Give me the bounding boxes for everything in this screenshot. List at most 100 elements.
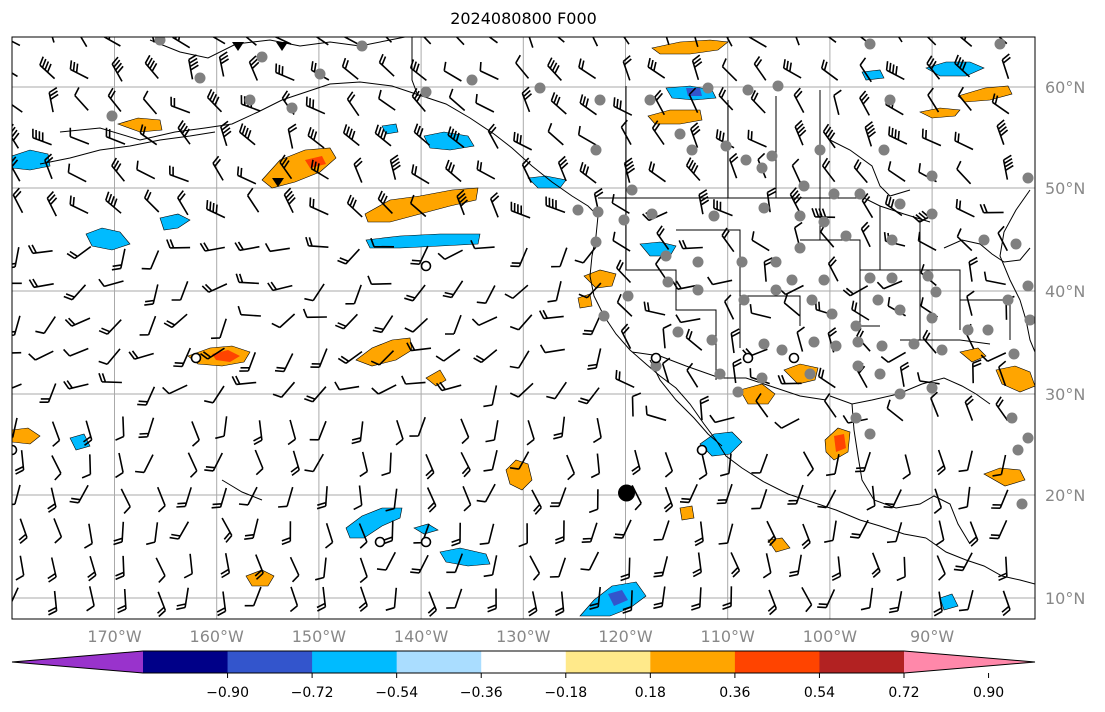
anomaly-area — [12, 427, 41, 445]
wind-barb — [648, 161, 666, 183]
station-dot — [926, 170, 938, 182]
station-dot — [622, 290, 634, 302]
wind-barb — [404, 284, 426, 302]
station-dot — [314, 68, 326, 80]
wind-barb — [211, 37, 226, 45]
coastline-mexico-east — [851, 403, 971, 545]
wind-barb — [547, 122, 564, 146]
latitude-label: 10°N — [1045, 589, 1085, 608]
wind-barb — [529, 555, 541, 581]
wind-barb — [374, 124, 392, 147]
wind-barb — [220, 120, 232, 147]
wind-barb — [958, 590, 974, 612]
border-us-states-1 — [625, 198, 921, 380]
wind-barb — [235, 273, 259, 285]
wind-barb — [864, 121, 876, 147]
wind-barb — [927, 87, 940, 113]
longitude-label: 160°W — [190, 627, 245, 646]
wind-barb — [315, 37, 329, 46]
wind-barb — [719, 453, 732, 477]
wind-barb — [151, 37, 155, 43]
wind-barb — [220, 553, 231, 579]
wind-barb — [170, 96, 191, 114]
wind-barb — [309, 420, 327, 441]
wind-barb — [859, 90, 871, 116]
longitude-labels: 170°W 160°W 150°W 140°W 130°W 120°W 110°W 100°W… — [87, 627, 954, 646]
station-dot — [886, 272, 898, 284]
wind-barb — [83, 523, 93, 549]
station-dot — [1008, 348, 1020, 360]
wind-barb — [880, 351, 906, 363]
wind-barb — [476, 483, 496, 503]
wind-barb — [115, 452, 124, 479]
wind-barb — [218, 51, 230, 77]
wind-barb — [138, 417, 155, 439]
wind-barb — [842, 285, 869, 297]
wind-barb — [447, 126, 465, 149]
anomaly-area — [577, 293, 593, 309]
wind-barb — [47, 487, 57, 513]
wind-barb — [69, 127, 90, 145]
latitude-label: 50°N — [1045, 179, 1085, 198]
wind-barb — [64, 317, 91, 327]
wind-barb — [162, 384, 188, 395]
wind-barb — [582, 315, 601, 336]
aleutian-islands — [39, 131, 216, 165]
station-dot — [256, 51, 268, 63]
wind-barb — [446, 588, 463, 609]
wind-barb — [253, 420, 263, 446]
wind-barb — [413, 123, 431, 146]
longitude-label: 140°W — [394, 627, 449, 646]
wind-barb — [1001, 590, 1011, 617]
wind-barb — [622, 590, 633, 614]
triangle-marker — [276, 42, 288, 51]
wind-barb — [316, 586, 327, 612]
wind-barb — [479, 523, 495, 545]
wind-barb — [753, 56, 767, 81]
station-dot — [794, 242, 806, 254]
wind-barb — [12, 587, 19, 604]
wind-barb — [922, 329, 937, 354]
station-open-circle — [420, 260, 432, 272]
station-dot — [356, 40, 368, 52]
anomaly-area — [939, 593, 959, 611]
anomaly-area — [959, 347, 987, 363]
wind-barb — [406, 341, 432, 352]
station-dot — [626, 184, 638, 196]
wind-barb — [358, 586, 368, 613]
anomaly-core — [608, 590, 628, 606]
wind-barb — [144, 284, 159, 306]
wind-barb — [795, 37, 800, 46]
map-panel — [11, 36, 1036, 620]
wind-barb — [437, 249, 463, 261]
wind-barb — [896, 556, 906, 582]
colorbar-tick-label: −0.54 — [375, 685, 418, 701]
station-dot — [106, 110, 118, 122]
wind-barb — [281, 521, 292, 546]
wind-barb — [718, 86, 734, 111]
wind-barb — [827, 37, 837, 43]
wind-barb — [538, 309, 564, 320]
wind-barb — [115, 555, 125, 581]
wind-barb — [748, 37, 767, 48]
wind-barb — [620, 119, 632, 145]
wind-barb — [886, 522, 903, 544]
wind-barb — [755, 392, 769, 418]
wind-barb — [787, 484, 804, 505]
wind-barb — [334, 313, 358, 330]
station-dot — [794, 210, 806, 222]
wind-barb — [310, 348, 328, 368]
wind-barb — [359, 557, 368, 584]
wind-barb — [212, 155, 224, 181]
wind-barb — [395, 419, 404, 446]
wind-barb — [244, 518, 259, 540]
wind-barb — [550, 92, 567, 115]
wind-barb — [653, 586, 666, 610]
anomaly-area — [12, 149, 51, 171]
wind-barb — [955, 199, 975, 218]
colorbar-labels: −0.90 −0.72 −0.54 −0.36 −0.18 0.18 0.36 0.54 0.7… — [206, 673, 1004, 701]
colorbar-segment — [143, 651, 229, 673]
wind-barb — [933, 488, 943, 515]
wind-barb — [342, 124, 360, 147]
wind-barb — [18, 518, 28, 545]
